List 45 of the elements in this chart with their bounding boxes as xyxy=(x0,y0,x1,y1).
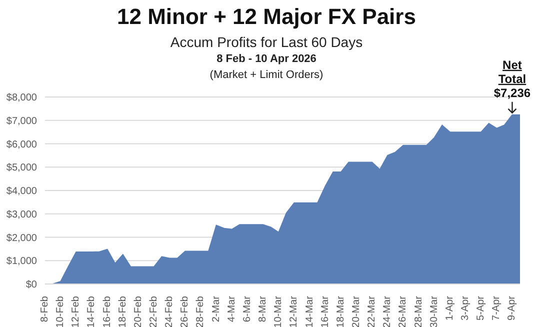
x-tick-label: 30-Mar xyxy=(428,295,440,327)
y-tick-label: $5,000 xyxy=(6,162,38,174)
x-tick-label: 4-Mar xyxy=(226,295,238,322)
text: 8 Feb - 10 Apr 2026 xyxy=(216,53,316,65)
y-tick-label: $1,000 xyxy=(6,256,38,268)
annotation: Net Total $7,236 xyxy=(494,58,531,100)
x-tick-label: 2-Mar xyxy=(210,295,222,322)
x-tick-label: 14-Feb xyxy=(86,296,98,327)
y-tick-label: $0 xyxy=(26,280,38,291)
x-tick-label: 6-Mar xyxy=(242,295,253,322)
y-tick-label: $4,000 xyxy=(6,186,38,198)
x-tick-label: 16-Feb xyxy=(102,296,113,327)
x-tick-label: 20-Mar xyxy=(350,295,362,327)
y-tick-label: $2,000 xyxy=(6,232,38,244)
x-tick-label: 8-Feb xyxy=(40,296,50,322)
x-tick-label: 1-Apr xyxy=(444,295,456,320)
x-tick-label: 24-Feb xyxy=(164,296,176,327)
x-tick-label: 7-Apr xyxy=(491,295,502,320)
x-tick-label: 22-Feb xyxy=(148,296,160,327)
x-tick-label: 28-Mar xyxy=(413,295,424,327)
x-tick-label: 18-Feb xyxy=(117,296,128,327)
y-tick-label: $6,000 xyxy=(6,139,38,150)
x-tick-label: 9-Apr xyxy=(506,295,518,320)
x-tick-label: 22-Mar xyxy=(366,295,378,327)
y-tick-label: $3,000 xyxy=(6,209,38,220)
chart-subtitle: Accum Profits for Last 60 Days xyxy=(169,34,364,50)
x-tick-label: 26-Feb xyxy=(180,296,191,327)
x-tick-label: 14-Mar xyxy=(304,295,316,327)
x-tick-label: 24-Mar xyxy=(382,295,394,327)
x-tick-label: 12-Mar xyxy=(288,295,300,327)
x-tick-label: 5-Apr xyxy=(476,295,487,320)
x-tick-label: 18-Mar xyxy=(335,295,346,327)
y-tick-label: $7,000 xyxy=(6,116,38,127)
x-tick-label: 16-Mar xyxy=(320,295,331,327)
x-tick-label: 26-Mar xyxy=(398,295,409,327)
x-tick-label: 20-Feb xyxy=(132,296,144,327)
x-tick-label: 3-Apr xyxy=(460,295,471,320)
x-tick-label: 10-Mar xyxy=(273,295,284,327)
chart-title: 12 Minor + 12 Major FX Pairs xyxy=(116,4,417,30)
x-tick-label: 8-Mar xyxy=(258,295,269,322)
text: (Market + Limit Orders) xyxy=(210,69,324,81)
x-tick-label: 28-Feb xyxy=(195,296,206,327)
x-tick-label: 12-Feb xyxy=(70,296,82,327)
y-tick-label: $8,000 xyxy=(6,92,38,104)
x-tick-label: 10-Feb xyxy=(55,296,66,327)
